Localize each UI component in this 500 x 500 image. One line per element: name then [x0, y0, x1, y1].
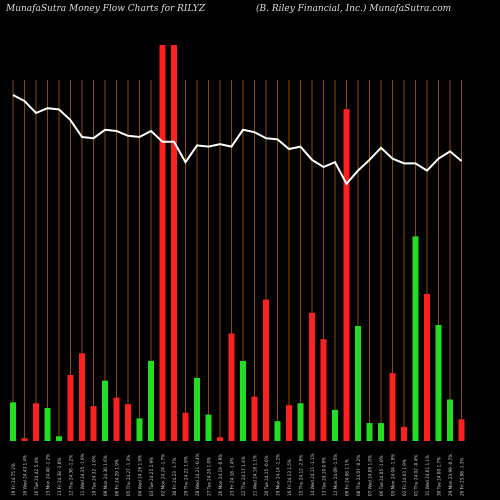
bar-up — [205, 414, 212, 441]
x-tick-label: 16 Fri 24.13 1.5% — [287, 459, 292, 496]
x-tick-label: 23 Fri 24.18 -1.4% — [230, 458, 235, 496]
header-company: (B. Riley Financial, Inc.) MunafaSutra.c… — [256, 4, 452, 14]
bar-down — [67, 375, 74, 441]
x-tick-label: 29 Mon 23.99 -0.7% — [448, 454, 453, 496]
bar-down — [401, 426, 407, 441]
x-tick-label: 19 Mon 24.14 -1.2% — [276, 454, 281, 496]
x-tick-labels: 19 Fri 24.75 2% 16 Wed 24.43 1.4% 16 Tue 2… — [11, 453, 465, 496]
bar-up — [148, 360, 154, 441]
bar-down — [389, 373, 396, 441]
x-tick-label: 13 Fri 24.38 -2.0% — [57, 458, 62, 496]
x-tick-label: 04 Wed 24.26 1.9% — [138, 455, 143, 496]
x-tick-label: 02 Mon 24.24 -1.7% — [161, 454, 166, 496]
x-tick-label: 15 Thu 24.12 -2.9% — [299, 455, 304, 496]
x-tick-label: 26 Mon 24.19 -0.9% — [218, 454, 223, 496]
bar-down — [113, 397, 120, 441]
x-tick-label: 09 Fri 24.08 1.1% — [345, 459, 350, 496]
x-tick-label: 15 Mon 24.40 -1.2% — [46, 454, 51, 496]
bar-down — [309, 312, 315, 441]
x-tick-label: 16 Wed 24.43 1.4% — [23, 455, 28, 496]
x-tick-label: 20 Tue 24.15 -0.6% — [264, 455, 269, 496]
bar-up — [194, 377, 200, 441]
x-tick-label: 02 Fri 24.03 1.9% — [402, 459, 407, 496]
x-tick-label: 09 Mon 24.30 1.6% — [103, 455, 108, 496]
x-tick-label: 21 Wed 24.16 1.1% — [253, 455, 258, 496]
bar-down — [171, 45, 177, 441]
bar-up — [332, 409, 338, 441]
x-tick-label: 31 Wed 24.01 1.1% — [425, 455, 430, 496]
bar-down — [33, 403, 39, 441]
x-tick-label: 12 Thu 24.36 -1.2% — [69, 455, 74, 496]
x-tick-label: 28 Wed 24.21 -0.4% — [195, 453, 200, 496]
x-tick-label: 06 Fri 24.29 1.9% — [115, 459, 120, 496]
x-tick-label: 05 Thu 24.27 -1.3% — [126, 455, 131, 496]
bar-up — [44, 408, 51, 441]
bar-down — [458, 419, 465, 441]
x-tick-label: 12 Mon 24.09 -1.5% — [333, 454, 338, 496]
x-tick-label: 05 Mon 24.04 -1.9% — [391, 454, 396, 496]
price-line — [12, 94, 463, 186]
x-tick-label: 10 Tue 24.32 -1.0% — [92, 455, 97, 496]
bar-down — [263, 299, 269, 441]
bar-up — [240, 360, 246, 441]
bar-series — [10, 45, 465, 441]
bar-up — [297, 403, 304, 441]
bar-down — [251, 396, 258, 441]
x-tick-label: 30 Tue 24.00 1.7% — [437, 457, 442, 496]
x-tick-label: 13 Tue 24.10 0.9% — [322, 457, 327, 496]
x-tick-label: 29 Thu 24.22 1.9% — [184, 456, 189, 496]
bar-down — [90, 406, 97, 441]
x-tick-label: 22 Thu 24.17 1.4% — [241, 456, 246, 496]
bar-down — [159, 45, 166, 441]
bar-down — [21, 438, 28, 441]
bar-down — [320, 339, 327, 441]
bar-up — [56, 436, 62, 441]
bar-up — [10, 402, 16, 441]
bar-down — [286, 405, 292, 441]
bar-up — [274, 421, 281, 441]
x-tick-label: 01 Thu 24.02 -0.4% — [414, 455, 419, 496]
bar-up — [355, 325, 361, 441]
bar-down — [182, 412, 189, 441]
x-tick-label: 27 Tue 24.20 1.0% — [207, 457, 212, 496]
bar-down — [125, 404, 131, 441]
x-tick-label: 11 Wed 24.35 -1.9% — [80, 453, 85, 496]
bar-down — [79, 353, 85, 441]
bar-up — [435, 325, 442, 441]
x-tick-label: 26 Fri 23.98 -1.3% — [460, 458, 465, 496]
bar-down — [217, 437, 223, 441]
line-series — [12, 94, 463, 186]
bar-up — [447, 399, 453, 441]
bar-up — [102, 380, 108, 441]
x-tick-label: 06 Tue 24.05 -1.0% — [379, 455, 384, 496]
x-tick-label: 14 Wed 24.11 -1.1% — [310, 453, 315, 496]
x-tick-label: 03 Tue 24.25 2.9% — [149, 457, 154, 496]
bar-up — [136, 418, 143, 441]
bar-down — [424, 293, 430, 441]
bar-down — [228, 333, 235, 441]
x-tick-label: 08 Thu 24.07 -0.2% — [356, 455, 361, 496]
x-tick-label: 19 Fri 24.75 2% — [11, 463, 16, 496]
header-title: MunafaSutra Money Flow Charts for RILYZ — [6, 4, 206, 14]
x-tick-label: 30 Fri 24.23 -1.7% — [172, 458, 177, 496]
x-tick-label: 16 Tue 24.42 5.4% — [34, 457, 39, 496]
bar-down — [343, 109, 350, 441]
bar-up — [366, 423, 373, 441]
bar-up — [412, 236, 419, 441]
bar-up — [378, 423, 384, 441]
x-tick-label: 07 Wed 24.06 1.0% — [368, 455, 373, 496]
